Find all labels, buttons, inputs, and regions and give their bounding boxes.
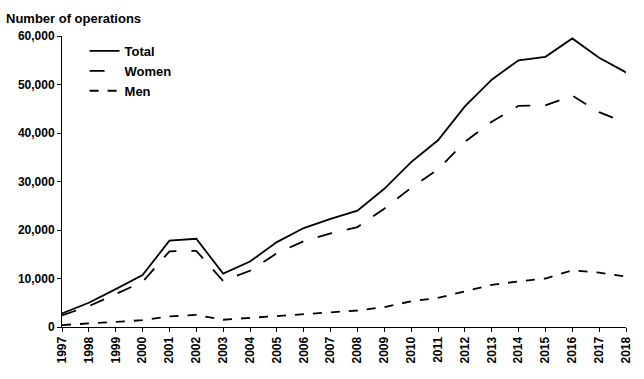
svg-text:2006: 2006 xyxy=(297,336,311,363)
svg-text:Number of operations: Number of operations xyxy=(6,11,141,26)
svg-text:2002: 2002 xyxy=(189,336,203,363)
svg-text:2011: 2011 xyxy=(431,336,445,362)
svg-text:2009: 2009 xyxy=(377,336,391,363)
svg-text:Total: Total xyxy=(125,44,155,59)
svg-text:Women: Women xyxy=(125,64,172,79)
svg-text:2004: 2004 xyxy=(243,336,257,363)
svg-text:2012: 2012 xyxy=(458,336,472,363)
svg-text:0: 0 xyxy=(48,320,55,334)
svg-text:2005: 2005 xyxy=(270,336,284,363)
svg-text:20,000: 20,000 xyxy=(18,223,55,237)
svg-text:2017: 2017 xyxy=(592,336,606,363)
svg-text:2007: 2007 xyxy=(323,336,337,363)
svg-text:1999: 1999 xyxy=(109,336,123,363)
svg-text:2014: 2014 xyxy=(511,336,525,363)
svg-text:2013: 2013 xyxy=(485,336,499,363)
svg-text:1997: 1997 xyxy=(55,336,69,363)
svg-text:1998: 1998 xyxy=(82,336,96,363)
svg-text:30,000: 30,000 xyxy=(18,175,55,189)
svg-text:2003: 2003 xyxy=(216,336,230,363)
svg-text:Men: Men xyxy=(125,84,151,99)
svg-text:2008: 2008 xyxy=(350,336,364,363)
svg-text:2000: 2000 xyxy=(135,336,149,363)
svg-text:2001: 2001 xyxy=(162,336,176,363)
svg-text:2015: 2015 xyxy=(538,336,552,363)
svg-text:2016: 2016 xyxy=(565,336,579,363)
svg-text:2010: 2010 xyxy=(404,336,418,363)
svg-text:10,000: 10,000 xyxy=(18,272,55,286)
svg-text:50,000: 50,000 xyxy=(18,78,55,92)
svg-text:40,000: 40,000 xyxy=(18,126,55,140)
svg-text:60,000: 60,000 xyxy=(18,29,55,43)
svg-text:2018: 2018 xyxy=(619,336,633,363)
